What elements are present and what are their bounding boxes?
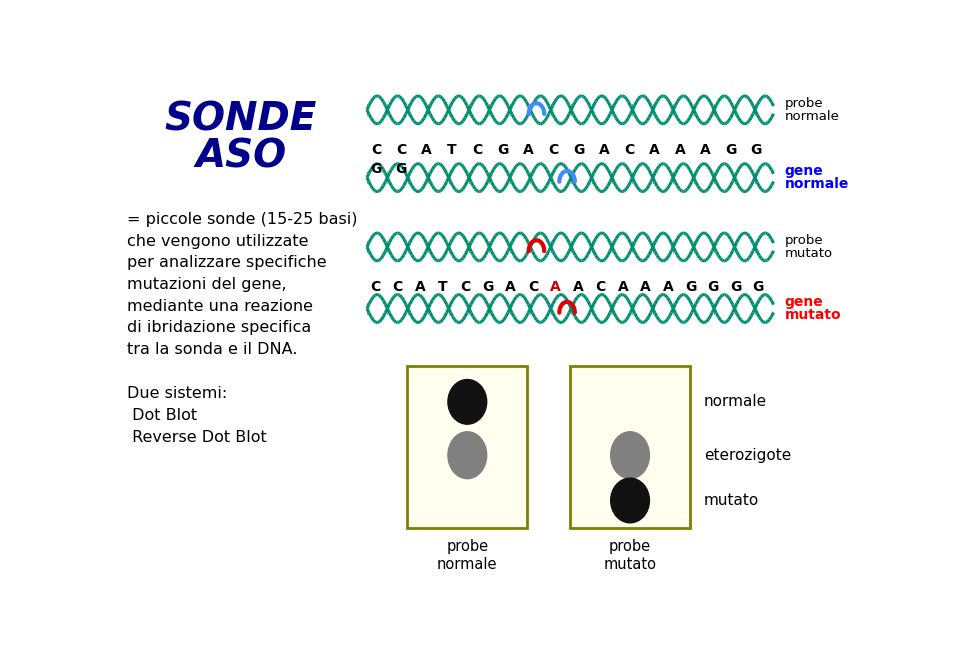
Text: probe: probe xyxy=(785,234,823,247)
Text: G: G xyxy=(730,280,741,294)
Text: Due sistemi:
 Dot Blot
 Reverse Dot Blot: Due sistemi: Dot Blot Reverse Dot Blot xyxy=(126,386,266,445)
Text: G: G xyxy=(752,280,763,294)
Text: A: A xyxy=(700,143,710,157)
Text: C: C xyxy=(396,143,407,157)
Text: eterozigote: eterozigote xyxy=(704,448,791,463)
Text: gene: gene xyxy=(785,165,823,178)
Text: A: A xyxy=(618,280,629,294)
Text: G: G xyxy=(396,162,407,176)
Text: A: A xyxy=(522,143,533,157)
Text: SONDE: SONDE xyxy=(165,101,317,139)
Text: normale: normale xyxy=(704,394,767,410)
Text: probe: probe xyxy=(785,97,823,110)
Text: normale: normale xyxy=(785,177,849,191)
Ellipse shape xyxy=(448,432,487,479)
Text: C: C xyxy=(527,280,538,294)
FancyBboxPatch shape xyxy=(570,366,690,528)
Text: C: C xyxy=(596,280,605,294)
Text: mutato: mutato xyxy=(785,247,833,260)
Text: C: C xyxy=(472,143,483,157)
Text: ASO: ASO xyxy=(195,138,286,176)
Text: G: G xyxy=(725,143,736,157)
Text: G: G xyxy=(684,280,696,294)
Text: A: A xyxy=(421,143,432,157)
Text: A: A xyxy=(415,280,426,294)
Text: = piccole sonde (15-25 basi)
che vengono utilizzate
per analizzare specifiche
mu: = piccole sonde (15-25 basi) che vengono… xyxy=(126,213,358,357)
Text: normale: normale xyxy=(785,110,840,123)
Text: A: A xyxy=(599,143,609,157)
Text: mutato: mutato xyxy=(785,307,842,322)
Text: mutato: mutato xyxy=(704,493,760,508)
Ellipse shape xyxy=(610,478,650,523)
Text: probe
normale: probe normale xyxy=(437,539,497,572)
Ellipse shape xyxy=(610,432,650,479)
Text: A: A xyxy=(662,280,674,294)
FancyBboxPatch shape xyxy=(407,366,527,528)
Ellipse shape xyxy=(448,379,487,424)
Text: T: T xyxy=(438,280,447,294)
Text: C: C xyxy=(460,280,470,294)
Text: A: A xyxy=(550,280,561,294)
Text: G: G xyxy=(573,143,584,157)
Text: G: G xyxy=(370,162,382,176)
Text: A: A xyxy=(675,143,685,157)
Text: C: C xyxy=(370,280,381,294)
Text: G: G xyxy=(708,280,719,294)
Text: A: A xyxy=(640,280,651,294)
Text: A: A xyxy=(505,280,516,294)
Text: G: G xyxy=(482,280,494,294)
Text: A: A xyxy=(650,143,660,157)
Text: C: C xyxy=(392,280,403,294)
Text: gene: gene xyxy=(785,295,823,309)
Text: C: C xyxy=(625,143,634,157)
Text: G: G xyxy=(750,143,762,157)
Text: C: C xyxy=(549,143,558,157)
Text: C: C xyxy=(371,143,381,157)
Text: T: T xyxy=(447,143,457,157)
Text: probe
mutato: probe mutato xyxy=(603,539,656,572)
Text: G: G xyxy=(497,143,508,157)
Text: A: A xyxy=(573,280,583,294)
